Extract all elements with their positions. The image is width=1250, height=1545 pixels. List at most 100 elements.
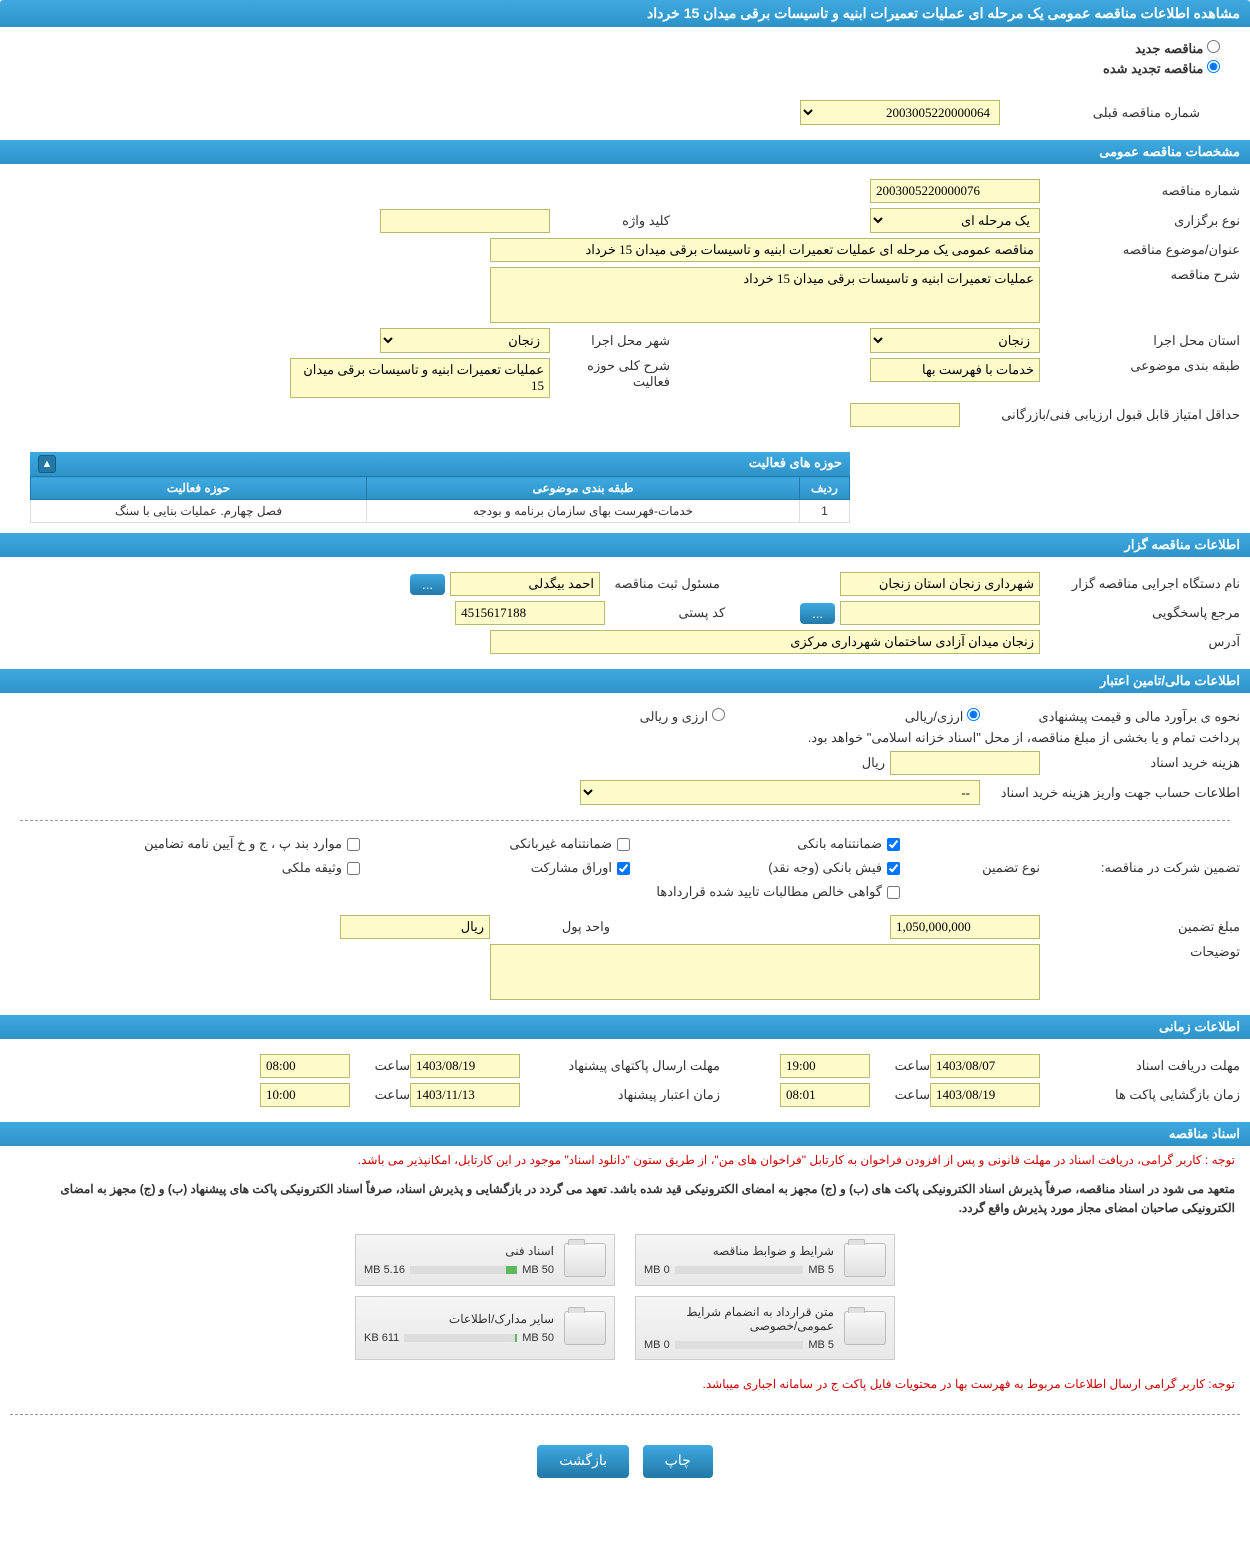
send-label: مهلت ارسال پاکتهای پیشنهاد xyxy=(520,1058,720,1074)
file-panels: شرایط و ضوابط مناقصه 5 MB 0 MB اسناد فنی… xyxy=(0,1224,1250,1370)
back-button[interactable]: بازگشت xyxy=(537,1445,629,1478)
file-other[interactable]: سایر مدارک/اطلاعات 50 MB 611 KB xyxy=(355,1296,615,1360)
folder-icon xyxy=(844,1311,886,1345)
file-contract[interactable]: متن قرارداد به انضمام شرایط عمومی/خصوصی … xyxy=(635,1296,895,1360)
footer-buttons: چاپ بازگشت xyxy=(0,1430,1250,1493)
activity-overview-textarea[interactable]: عملیات تعمیرات ابنیه و تاسیسات برقی میدا… xyxy=(290,358,550,398)
file-terms[interactable]: شرایط و ضوابط مناقصه 5 MB 0 MB xyxy=(635,1234,895,1286)
open-label: زمان بازگشایی پاکت ها xyxy=(1040,1087,1240,1103)
receive-label: مهلت دریافت اسناد xyxy=(1040,1058,1240,1074)
address-label: آدرس xyxy=(1040,634,1240,650)
send-time-input[interactable] xyxy=(260,1054,350,1078)
file-title: متن قرارداد به انضمام شرایط عمومی/خصوصی xyxy=(644,1305,834,1333)
td-category: خدمات-فهرست بهای سازمان برنامه و بودجه xyxy=(367,500,800,523)
file-total: 5 MB xyxy=(808,1264,834,1276)
deposit-info-select[interactable]: -- xyxy=(580,780,980,805)
min-score-input[interactable] xyxy=(850,403,960,427)
radio-renewed-tender[interactable]: مناقصه تجدید شده xyxy=(30,60,1220,77)
docs-notice-1: توجه : کاربر گرامی، دریافت اسناد در مهلت… xyxy=(0,1146,1250,1175)
validity-time-input[interactable] xyxy=(260,1083,350,1107)
responsible-input[interactable] xyxy=(450,572,600,596)
section-requester: اطلاعات مناقصه گزار xyxy=(0,533,1250,557)
activities-panel-header: حوزه های فعالیت ▲ xyxy=(30,452,850,476)
currency-label: واحد پول xyxy=(490,919,610,935)
section-timing: اطلاعات زمانی xyxy=(0,1015,1250,1039)
doc-cost-label: هزینه خرید اسناد xyxy=(1040,755,1240,771)
file-title: اسناد فنی xyxy=(364,1244,554,1258)
activities-panel-title: حوزه های فعالیت xyxy=(749,455,842,473)
postal-input[interactable] xyxy=(455,601,605,625)
open-time-label: ساعت xyxy=(870,1087,930,1103)
org-input[interactable] xyxy=(840,572,1040,596)
open-date-input[interactable] xyxy=(930,1083,1040,1107)
table-row: 1 خدمات-فهرست بهای سازمان برنامه و بودجه… xyxy=(31,500,850,523)
file-technical[interactable]: اسناد فنی 50 MB 5.16 MB xyxy=(355,1234,615,1286)
divider xyxy=(10,1414,1240,1415)
guarantee-amount-input[interactable] xyxy=(890,915,1040,939)
radio-both[interactable]: ارزی و ریالی xyxy=(640,708,725,725)
chk-nonbank-guarantee[interactable]: ضمانتنامه غیربانکی xyxy=(380,836,630,852)
type-select[interactable]: یک مرحله ای xyxy=(870,208,1040,233)
radio-new-label: مناقصه جدید xyxy=(1135,41,1203,56)
chk-bank-guarantee[interactable]: ضمانتنامه بانکی xyxy=(650,836,900,852)
td-field: فصل چهارم. عملیات بنایی با سنگ xyxy=(31,500,367,523)
currency-input[interactable] xyxy=(340,915,490,939)
guarantee-type-label: نوع تضمین xyxy=(920,860,1040,876)
guarantee-amount-label: مبلغ تضمین xyxy=(1040,919,1240,935)
tender-no-input[interactable] xyxy=(870,179,1040,203)
chk-cash-receipt[interactable]: فیش بانکی (وجه نقد) xyxy=(650,860,900,876)
chk-net-claims[interactable]: گواهی خالص مطالبات تایید شده قراردادها xyxy=(650,884,900,900)
tender-type-radios: مناقصه جدید مناقصه تجدید شده xyxy=(0,27,1250,90)
divider xyxy=(20,820,1230,821)
treasury-note: پرداخت تمام و یا بخشی از مبلغ مناقصه، از… xyxy=(808,730,1240,746)
file-total: 5 MB xyxy=(808,1339,834,1351)
province-select[interactable]: زنجان xyxy=(870,328,1040,353)
activities-table: ردیف طبقه بندی موضوعی حوزه فعالیت 1 خدما… xyxy=(30,476,850,523)
send-date-input[interactable] xyxy=(410,1054,520,1078)
notes-textarea[interactable] xyxy=(490,944,1040,1000)
file-title: شرایط و ضوابط مناقصه xyxy=(644,1244,834,1258)
receive-date-input[interactable] xyxy=(930,1054,1040,1078)
doc-cost-unit: ریال xyxy=(862,755,885,771)
print-button[interactable]: چاپ xyxy=(643,1445,713,1478)
docs-notice-3: توجه: کاربر گرامی ارسال اطلاعات مربوط به… xyxy=(0,1370,1250,1399)
radio-rial[interactable]: ارزی/ریالی xyxy=(905,708,980,725)
chk-bylaw-items[interactable]: موارد بند پ ، ج و خ آیین نامه تضامین xyxy=(110,836,360,852)
th-field: حوزه فعالیت xyxy=(31,477,367,500)
responder-label: مرجع پاسخگویی xyxy=(1040,605,1240,621)
section-docs: اسناد مناقصه xyxy=(0,1122,1250,1146)
section-financial: اطلاعات مالی/تامین اعتبار xyxy=(0,669,1250,693)
responder-dots-button[interactable]: ... xyxy=(800,603,835,624)
city-label: شهر محل اجرا xyxy=(550,333,670,349)
open-time-input[interactable] xyxy=(780,1083,870,1107)
th-row: ردیف xyxy=(800,477,850,500)
file-total: 50 MB xyxy=(522,1264,554,1276)
category-input[interactable] xyxy=(870,358,1040,382)
subject-input[interactable] xyxy=(490,238,1040,262)
doc-cost-input[interactable] xyxy=(890,751,1040,775)
responsible-dots-button[interactable]: ... xyxy=(410,574,445,595)
chk-participation-bonds[interactable]: اوراق مشارکت xyxy=(380,860,630,876)
radio-new-tender[interactable]: مناقصه جدید xyxy=(30,40,1220,57)
section-general: مشخصات مناقصه عمومی xyxy=(0,140,1250,164)
receive-time-input[interactable] xyxy=(780,1054,870,1078)
prev-tender-select[interactable]: 2003005220000064 xyxy=(800,100,1000,125)
responder-input[interactable] xyxy=(840,601,1040,625)
keyword-input[interactable] xyxy=(380,209,550,233)
desc-label: شرح مناقصه xyxy=(1040,267,1240,283)
folder-icon xyxy=(564,1243,606,1277)
address-input[interactable] xyxy=(490,630,1040,654)
city-select[interactable]: زنجان xyxy=(380,328,550,353)
guarantee-label: تضمین شرکت در مناقصه: xyxy=(1040,860,1240,876)
collapse-icon[interactable]: ▲ xyxy=(38,455,56,473)
validity-time-label: ساعت xyxy=(350,1087,410,1103)
timing-form: مهلت دریافت اسناد ساعت مهلت ارسال پاکتها… xyxy=(0,1039,1250,1122)
th-category: طبقه بندی موضوعی xyxy=(367,477,800,500)
chk-property-deed[interactable]: وثیقه ملکی xyxy=(110,860,360,876)
receive-time-label: ساعت xyxy=(870,1058,930,1074)
validity-date-input[interactable] xyxy=(410,1083,520,1107)
folder-icon xyxy=(564,1311,606,1345)
financial-form: نحوه ی برآورد مالی و قیمت پیشنهادی ارزی/… xyxy=(0,693,1250,1015)
desc-textarea[interactable]: عملیات تعمیرات ابنیه و تاسیسات برقی میدا… xyxy=(490,267,1040,323)
file-used: 5.16 MB xyxy=(364,1264,405,1276)
